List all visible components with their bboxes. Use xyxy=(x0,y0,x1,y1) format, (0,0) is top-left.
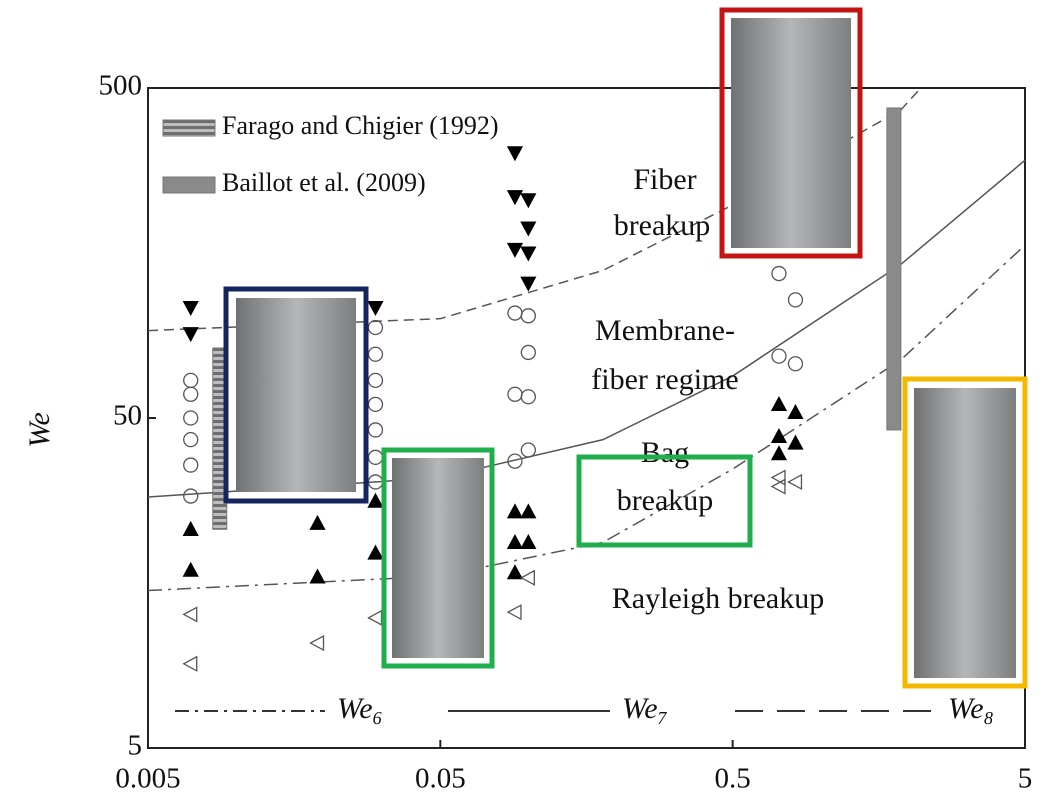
point xyxy=(508,387,522,401)
x-tick-label: 5 xyxy=(1018,763,1033,795)
point xyxy=(184,657,197,671)
region-label: breakup xyxy=(617,484,714,517)
point xyxy=(788,405,802,418)
point xyxy=(368,373,382,387)
point xyxy=(184,563,198,576)
point xyxy=(184,433,198,447)
point xyxy=(368,423,382,437)
point xyxy=(310,516,324,529)
point xyxy=(508,505,522,518)
point xyxy=(368,611,381,625)
point xyxy=(521,443,535,457)
region-label: Fiber xyxy=(633,163,696,196)
point xyxy=(772,267,786,281)
point xyxy=(184,522,198,535)
point xyxy=(508,147,522,160)
photo xyxy=(914,388,1016,678)
point xyxy=(521,247,535,260)
x-tick-label: 0.005 xyxy=(115,763,180,795)
point xyxy=(788,436,802,449)
point xyxy=(788,293,802,307)
y-tick-label: 500 xyxy=(99,70,143,102)
photo xyxy=(731,18,851,248)
point xyxy=(184,373,198,387)
point xyxy=(521,194,535,207)
point xyxy=(521,505,535,518)
point xyxy=(368,546,382,559)
point xyxy=(184,387,198,401)
point xyxy=(521,277,535,290)
x-tick-label: 0.5 xyxy=(715,763,751,795)
legend-label: We₈ xyxy=(948,692,994,725)
point xyxy=(368,494,382,507)
point xyxy=(310,570,324,583)
point xyxy=(310,636,323,650)
photo xyxy=(392,458,484,658)
legend-label: Baillot et al. (2009) xyxy=(222,168,426,197)
legend-swatch xyxy=(163,120,215,136)
chart: 0.005 0.05 0.5 5 5 50 500 Farago and Chigier (1… xyxy=(0,0,1051,807)
y-axis-label: We xyxy=(23,412,56,448)
point xyxy=(521,309,535,323)
point xyxy=(184,607,197,621)
legend-label: We₇ xyxy=(622,692,668,725)
point xyxy=(772,447,786,460)
point xyxy=(508,244,522,257)
point xyxy=(184,302,198,315)
point xyxy=(508,566,522,579)
region-label: Membrane- xyxy=(595,314,735,347)
point xyxy=(184,411,198,425)
point xyxy=(368,321,382,335)
point xyxy=(772,349,786,363)
point xyxy=(368,397,382,411)
region-label: Rayleigh breakup xyxy=(612,582,824,615)
point xyxy=(772,397,786,410)
range-bar xyxy=(887,108,901,430)
point xyxy=(521,535,535,548)
point xyxy=(521,571,534,585)
point xyxy=(368,450,382,464)
y-tick-label: 5 xyxy=(128,730,143,762)
region-label: fiber regime xyxy=(591,363,738,396)
point xyxy=(521,345,535,359)
point xyxy=(521,390,535,404)
point xyxy=(521,222,535,235)
point xyxy=(508,191,522,204)
region-label: breakup xyxy=(614,209,711,242)
x-tick-label: 0.05 xyxy=(415,763,466,795)
legend-label: Farago and Chigier (1992) xyxy=(222,111,499,140)
point xyxy=(508,535,522,548)
region-label: Bag xyxy=(641,436,689,469)
point xyxy=(368,347,382,361)
point xyxy=(184,489,198,503)
legend-label: We₆ xyxy=(337,692,383,725)
point xyxy=(184,328,198,341)
point xyxy=(508,306,522,320)
point xyxy=(184,458,198,472)
point xyxy=(788,357,802,371)
point xyxy=(508,605,521,619)
point xyxy=(788,475,801,489)
legend-swatch xyxy=(163,177,215,193)
y-tick-label: 50 xyxy=(113,400,142,432)
photo xyxy=(236,298,356,492)
point xyxy=(368,302,382,315)
